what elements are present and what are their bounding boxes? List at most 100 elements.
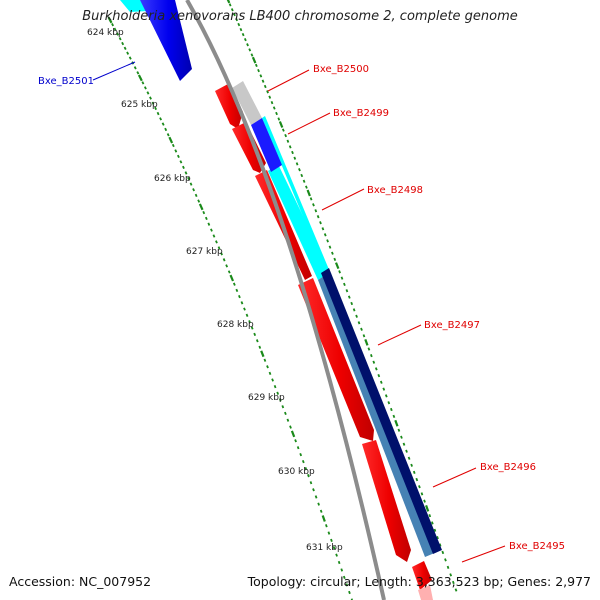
- minor-tick: [228, 3, 232, 7]
- gene-label-bxe-b2496[interactable]: Bxe_B2496: [432, 462, 536, 488]
- minor-tick: [136, 71, 140, 75]
- minor-tick: [281, 128, 285, 132]
- minor-tick: [307, 473, 310, 478]
- minor-tick: [325, 524, 328, 528]
- minor-tick: [309, 197, 313, 201]
- minor-tick: [241, 32, 245, 37]
- minor-tick: [446, 565, 450, 569]
- minor-tick: [259, 74, 263, 78]
- minor-tick: [338, 270, 341, 274]
- minor-tick: [454, 588, 458, 592]
- minor-tick: [238, 294, 241, 299]
- topology-summary: Topology: circular; Length: 3,363,523 bp…: [247, 574, 591, 589]
- minor-tick: [270, 100, 274, 105]
- minor-tick: [397, 428, 401, 432]
- minor-tick: [321, 227, 325, 231]
- minor-tick: [257, 68, 260, 73]
- minor-tick: [184, 171, 188, 175]
- minor-tick: [133, 66, 137, 70]
- minor-tick: [400, 435, 403, 439]
- minor-tick: [179, 160, 183, 164]
- minor-tick: [248, 320, 251, 324]
- minor-tick: [230, 8, 234, 12]
- cds-arrow: [120, 0, 148, 12]
- gene-label-bxe-b2499[interactable]: Bxe_B2499: [287, 108, 389, 135]
- minor-tick: [212, 234, 216, 238]
- minor-tick: [237, 22, 241, 27]
- minor-tick: [146, 91, 150, 95]
- minor-tick: [415, 477, 419, 482]
- minor-tick: [348, 590, 351, 595]
- minor-tick: [350, 598, 353, 600]
- minor-tick: [423, 499, 426, 503]
- gene-label-bxe-b2501[interactable]: Bxe_B2501: [38, 61, 136, 87]
- minor-tick: [438, 543, 442, 547]
- minor-tick: [301, 459, 305, 464]
- inner-tick-ring: [107, 16, 353, 600]
- svg-text:Bxe_B2499: Bxe_B2499: [333, 108, 389, 119]
- minor-tick: [317, 502, 320, 506]
- minor-tick: [331, 251, 334, 255]
- minor-tick: [433, 528, 437, 532]
- svg-text:Bxe_B2498: Bxe_B2498: [367, 185, 423, 196]
- gene-label-bxe-b2500[interactable]: Bxe_B2500: [267, 64, 369, 92]
- kbp-label: 629 kbp: [248, 393, 285, 403]
- minor-tick: [309, 481, 313, 485]
- minor-tick: [382, 387, 386, 391]
- cds-arrow: [298, 278, 374, 441]
- minor-tick: [286, 418, 290, 422]
- minor-tick: [268, 371, 272, 376]
- minor-tick: [116, 32, 119, 36]
- kbp-label: 626 kbp: [154, 174, 191, 184]
- minor-tick: [420, 492, 424, 496]
- minor-tick: [316, 215, 320, 219]
- minor-tick: [343, 282, 346, 287]
- minor-tick: [360, 327, 363, 331]
- minor-tick: [233, 13, 236, 17]
- minor-tick: [377, 373, 381, 378]
- minor-tick: [350, 301, 354, 306]
- minor-tick: [220, 252, 223, 256]
- minor-tick: [113, 27, 117, 32]
- minor-tick: [149, 96, 152, 100]
- minor-tick: [276, 391, 280, 395]
- gene-label-bxe-b2495[interactable]: Bxe_B2495: [461, 541, 565, 563]
- major-tick: [198, 203, 204, 211]
- minor-tick: [284, 411, 287, 416]
- minor-tick: [312, 488, 315, 492]
- minor-tick: [263, 84, 267, 89]
- gene-label-bxe-b2498[interactable]: Bxe_B2498: [321, 185, 423, 211]
- minor-tick: [295, 162, 299, 166]
- major-tick: [321, 515, 326, 522]
- minor-tick: [277, 117, 281, 121]
- minor-tick: [444, 558, 447, 562]
- major-tick: [229, 274, 235, 282]
- minor-tick: [243, 307, 246, 311]
- cds-arrow: [232, 122, 266, 173]
- accession-text: Accession: NC_007952: [9, 574, 152, 589]
- minor-tick: [161, 122, 165, 126]
- minor-tick: [255, 339, 259, 343]
- minor-tick: [296, 446, 300, 450]
- minor-tick: [204, 216, 208, 221]
- minor-tick: [326, 239, 329, 243]
- minor-tick: [312, 203, 315, 207]
- minor-tick: [405, 449, 408, 453]
- map-title: Burkholderia xenovorans LB400 chromosome…: [82, 9, 518, 24]
- minor-tick: [449, 573, 453, 577]
- gene-label-bxe-b2497[interactable]: Bxe_B2497: [377, 320, 480, 346]
- minor-tick: [305, 185, 308, 189]
- minor-tick: [412, 470, 416, 474]
- minor-tick: [431, 521, 434, 525]
- minor-tick: [176, 154, 180, 158]
- kbp-label: 628 kbp: [217, 320, 254, 330]
- minor-tick: [171, 143, 175, 148]
- cds-arrow: [215, 84, 243, 129]
- light-gray-feature: [232, 81, 262, 125]
- minor-tick: [202, 210, 206, 215]
- minor-tick: [314, 495, 318, 499]
- minor-tick: [239, 27, 243, 32]
- major-tick: [306, 189, 311, 197]
- minor-tick: [390, 407, 393, 412]
